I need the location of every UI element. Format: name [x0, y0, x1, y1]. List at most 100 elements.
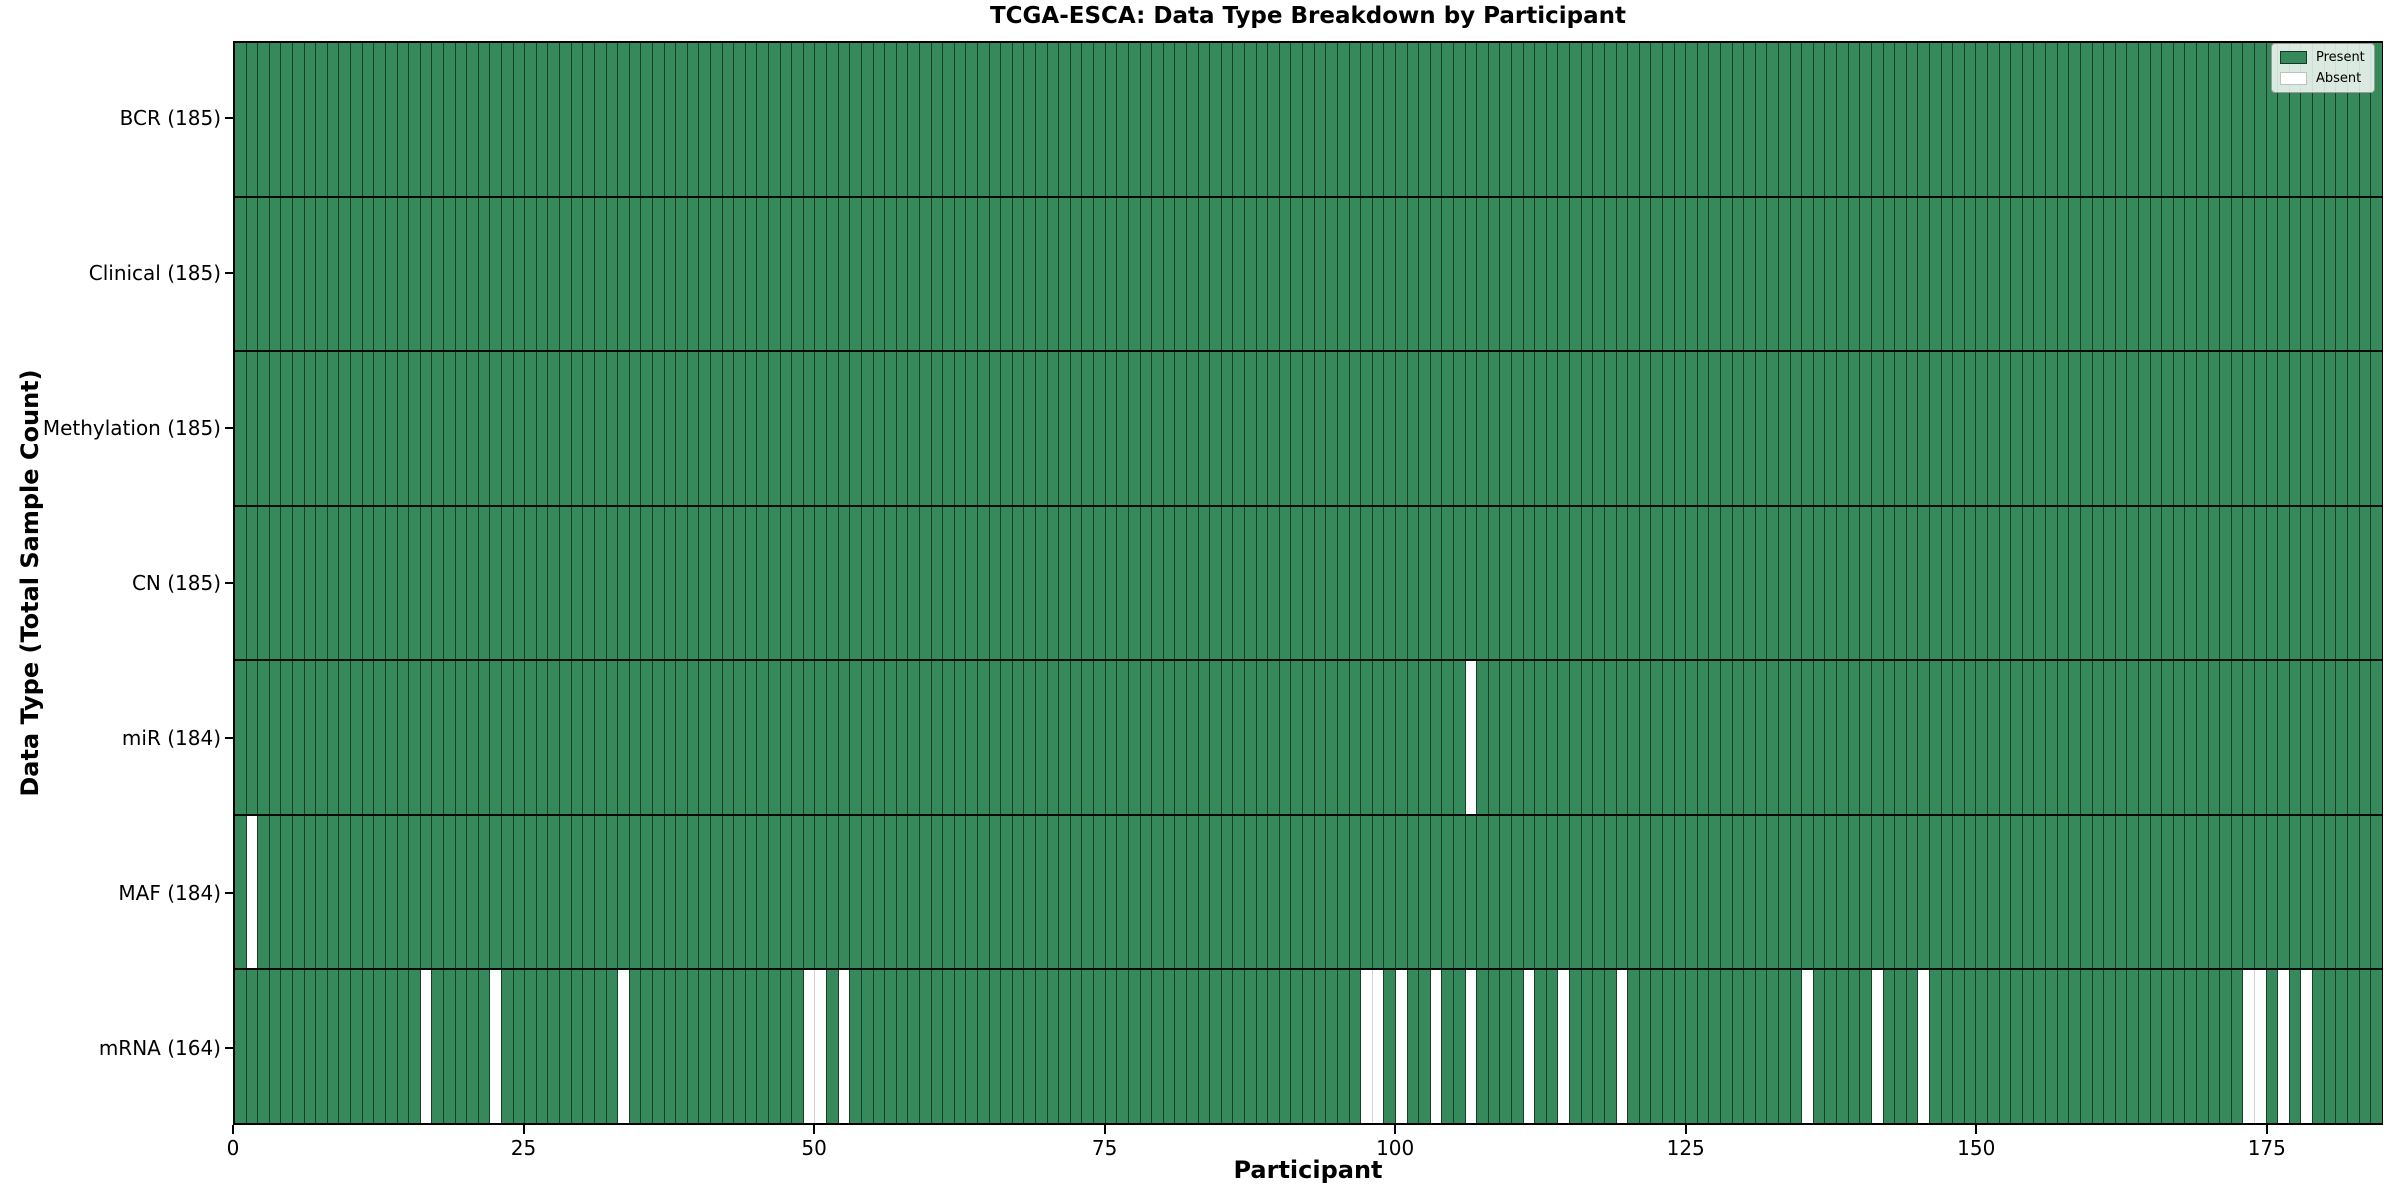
participant-cell — [1198, 661, 1211, 814]
participant-cell — [1488, 506, 1501, 660]
participant-cell — [1871, 352, 1884, 505]
participant-cell — [443, 970, 456, 1124]
participant-cell — [2359, 661, 2372, 814]
participant-cell — [1558, 815, 1571, 969]
participant-cell — [1419, 661, 1431, 814]
participant-cell — [397, 815, 410, 969]
participant-cell — [1883, 506, 1896, 660]
participant-cell — [1535, 815, 1547, 969]
participant-cell — [235, 43, 247, 196]
participant-cell — [397, 970, 410, 1124]
participant-cell — [1813, 506, 1826, 660]
participant-cell — [664, 661, 677, 814]
participant-cell — [1453, 43, 1466, 196]
participant-cell — [455, 352, 468, 505]
participant-cell — [246, 661, 259, 814]
participant-cell — [1326, 352, 1338, 505]
participant-cell — [548, 43, 561, 196]
participant-cell — [1012, 661, 1025, 814]
participant-cell — [1570, 352, 1582, 505]
participant-cell — [1697, 815, 1710, 969]
participant-cell — [1639, 352, 1652, 505]
participant-cell — [1616, 43, 1629, 196]
participant-cell — [1221, 506, 1234, 660]
participant-cell — [1070, 661, 1083, 814]
participant-cell — [1570, 815, 1582, 969]
participant-cell — [2313, 352, 2325, 505]
participant-cell — [792, 197, 804, 351]
participant-cell — [2289, 43, 2302, 196]
participant-cell — [1721, 506, 1733, 660]
participant-cell — [1976, 661, 1989, 814]
participant-cell — [769, 970, 781, 1124]
participant-cell — [780, 970, 793, 1124]
participant-cell — [2057, 815, 2070, 969]
participant-cell — [1686, 970, 1698, 1124]
participant-cell — [908, 506, 920, 660]
participant-cell — [1860, 43, 1872, 196]
participant-cell — [815, 197, 828, 351]
participant-cell — [1570, 661, 1582, 814]
participant-cell — [2011, 197, 2023, 351]
participant-cell — [1697, 506, 1710, 660]
participant-cell — [560, 661, 572, 814]
participant-cell — [687, 506, 700, 660]
participant-cell — [803, 352, 816, 505]
participant-cell — [339, 815, 352, 969]
participant-cell — [1964, 352, 1977, 505]
participant-cell — [1976, 352, 1989, 505]
participant-cell — [803, 970, 816, 1124]
participant-cell — [316, 506, 328, 660]
participant-cell — [1175, 43, 1187, 196]
participant-cell — [1569, 970, 1582, 1124]
participant-cell — [815, 661, 828, 814]
participant-cell — [293, 352, 305, 505]
participant-cell — [1140, 506, 1153, 660]
participant-cell — [1755, 815, 1768, 969]
participant-cell — [1953, 197, 1965, 351]
participant-cell — [2255, 197, 2267, 351]
participant-cell — [327, 43, 340, 196]
participant-cell — [594, 352, 607, 505]
participant-cell — [1117, 352, 1129, 505]
participant-cell — [1128, 815, 1141, 969]
participant-cell — [1721, 970, 1733, 1124]
participant-cell — [1837, 43, 1849, 196]
participant-cell — [2127, 815, 2139, 969]
participant-cell — [1279, 661, 1292, 814]
participant-cell — [1721, 815, 1733, 969]
participant-cell — [525, 197, 537, 351]
participant-cell — [664, 352, 677, 505]
participant-cell — [1152, 815, 1164, 969]
participant-cell — [1221, 352, 1234, 505]
participant-cell — [1790, 970, 1803, 1124]
participant-cell — [664, 815, 677, 969]
participant-cell — [1825, 43, 1838, 196]
participant-cell — [2127, 506, 2139, 660]
participant-cell — [1070, 352, 1083, 505]
participant-cell — [2220, 43, 2232, 196]
participant-cell — [1639, 970, 1652, 1124]
participant-cell — [1349, 815, 1362, 969]
participant-cell — [815, 352, 828, 505]
participant-cell — [1361, 506, 1373, 660]
participant-cell — [1140, 661, 1153, 814]
participant-cell — [1837, 352, 1849, 505]
participant-cell — [513, 661, 526, 814]
participant-cell — [235, 970, 247, 1124]
participant-cell — [1988, 661, 2000, 814]
participant-cell — [1558, 506, 1571, 660]
participant-cell — [1465, 43, 1478, 196]
participant-cell — [780, 661, 793, 814]
participant-cell — [1767, 970, 1780, 1124]
participant-cell — [536, 661, 549, 814]
participant-cell — [1152, 197, 1164, 351]
participant-cell — [258, 506, 270, 660]
participant-cell — [2347, 815, 2360, 969]
participant-cell — [1406, 970, 1420, 1124]
participant-cell — [1488, 815, 1501, 969]
participant-cell — [1999, 970, 2012, 1124]
participant-cell — [1535, 43, 1547, 196]
participant-cell — [1929, 197, 1942, 351]
participant-cell — [1210, 970, 1222, 1124]
